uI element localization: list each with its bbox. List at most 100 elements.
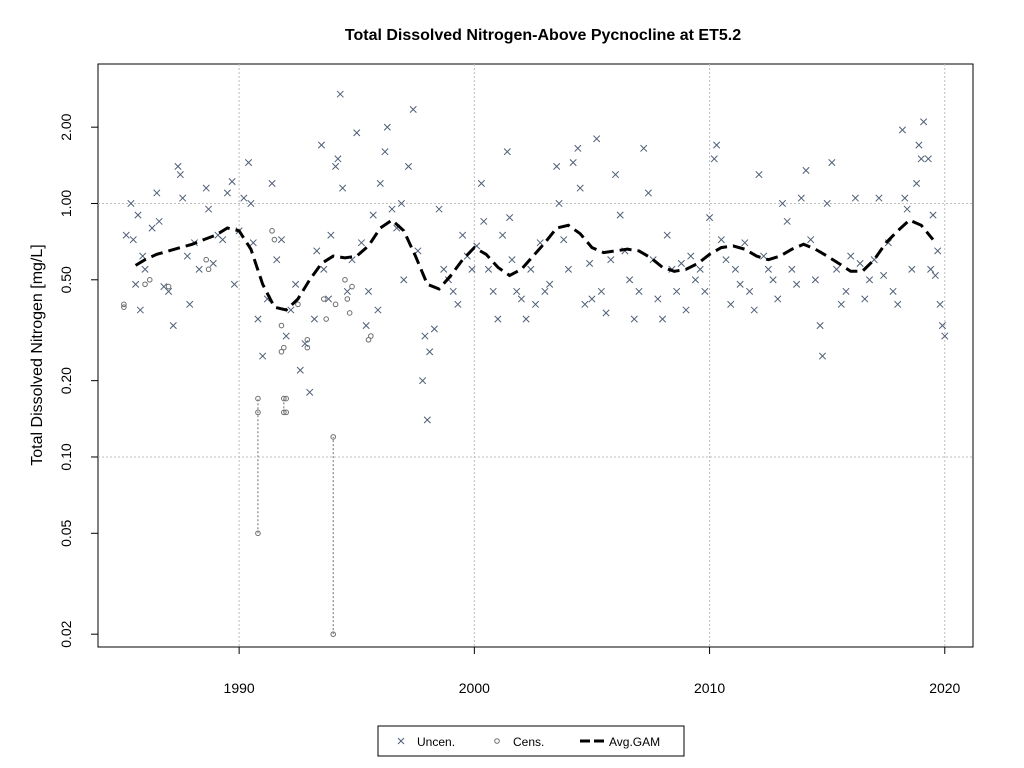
uncensored-point [374,306,382,314]
uncensored-point [915,141,923,149]
legend-uncen-marker [397,737,405,745]
uncensored-point [901,194,909,202]
censored-point [332,301,339,308]
uncensored-point [912,179,921,187]
uncensored-point [644,189,652,197]
legend-gam-label: Avg.GAM [609,735,660,749]
uncensored-point [856,259,864,268]
censored-point [271,236,278,243]
uncensored-point [148,224,156,232]
uncensored-point [588,295,596,303]
uncensored-point [783,217,791,225]
uncensored-point [484,265,493,273]
uncensored-point [811,276,819,284]
uncensored-point [249,239,257,247]
uncensored-point [760,252,768,260]
uncensored-point [259,352,267,360]
censored-point [283,395,289,402]
y-tick-label: 1.00 [58,190,74,217]
uncensored-point [409,105,417,113]
uncensored-point [941,332,949,340]
uncensored-point [927,265,935,273]
x-tick-label: 1990 [224,680,255,696]
y-axis-label: Total Dissolved Nitrogen [mg/L] [29,244,46,465]
legend: Uncen. Cens. Avg.GAM [377,725,685,757]
uncensored-point [414,247,422,255]
censored-point [165,283,172,290]
censored-points [121,228,374,637]
censored-point [342,276,348,283]
uncensored-point [936,300,944,308]
y-tick-label: 0.20 [58,367,74,394]
uncensored-point [169,321,177,330]
uncensored-point [536,239,544,247]
uncensored-point [292,280,300,288]
uncensored-point [282,332,290,340]
censored-point [203,256,209,263]
uncensored-point [527,265,535,273]
uncensored-point [851,194,859,202]
uncensored-point [658,315,667,323]
uncensored-point [574,144,582,152]
uncensored-point [865,276,874,284]
censored-point [281,395,287,402]
uncensored-point [731,265,739,273]
uncensored-point [663,231,671,239]
censored-range-bars [257,398,334,635]
uncensored-point [506,214,514,222]
uncensored-point [602,309,610,317]
uncensored-point [400,276,408,284]
uncensored-point [517,295,525,303]
uncensored-point [635,287,643,295]
uncensored-point [306,388,314,396]
x-tick-label: 2020 [929,680,960,696]
uncensored-point [597,287,605,295]
censored-point [281,344,287,351]
uncensored-point [880,271,888,280]
censored-point [344,296,351,302]
uncensored-point [336,90,344,98]
uncensored-point [560,236,568,244]
legend-cens-marker [494,738,500,744]
censored-point [323,316,329,322]
uncensored-point [247,199,255,208]
uncensored-point [673,287,681,295]
uncensored-point [818,352,827,360]
censored-point [255,395,261,402]
uncensored-point [454,300,462,308]
uncensored-point [204,205,213,213]
uncensored-point [640,144,648,152]
uncensored-point [894,300,902,308]
uncensored-point [426,348,434,356]
uncensored-point [376,179,384,187]
uncensored-point [273,256,281,264]
uncensored-point [421,332,429,340]
uncensored-point [630,315,638,323]
uncensored-point [397,199,405,208]
uncensored-point [332,162,340,170]
uncensored-point [277,236,286,244]
censored-point [146,276,153,283]
uncensored-point [287,306,295,314]
uncensored-point [423,416,431,424]
uncensored-point [823,199,831,208]
uncensored-point [555,199,563,208]
uncensored-point [769,276,777,284]
uncensored-point [807,236,815,244]
uncensored-point [531,300,540,308]
uncensored-point [677,259,685,268]
uncensored-point [183,252,191,260]
uncensored-point [576,184,584,192]
uncensored-point [174,162,182,170]
uncensored-point [917,155,925,163]
avg-gam-line [134,218,935,312]
uncensored-point [179,194,187,202]
uncensored-point [616,211,624,219]
uncensored-point [228,178,236,186]
uncensored-point [774,295,782,303]
uncensored-point [310,315,318,323]
chart-title: Total Dissolved Nitrogen-Above Pycnoclin… [345,27,741,44]
censored-point [205,266,212,273]
uncensored-point [687,252,695,260]
censored-point [295,301,301,308]
